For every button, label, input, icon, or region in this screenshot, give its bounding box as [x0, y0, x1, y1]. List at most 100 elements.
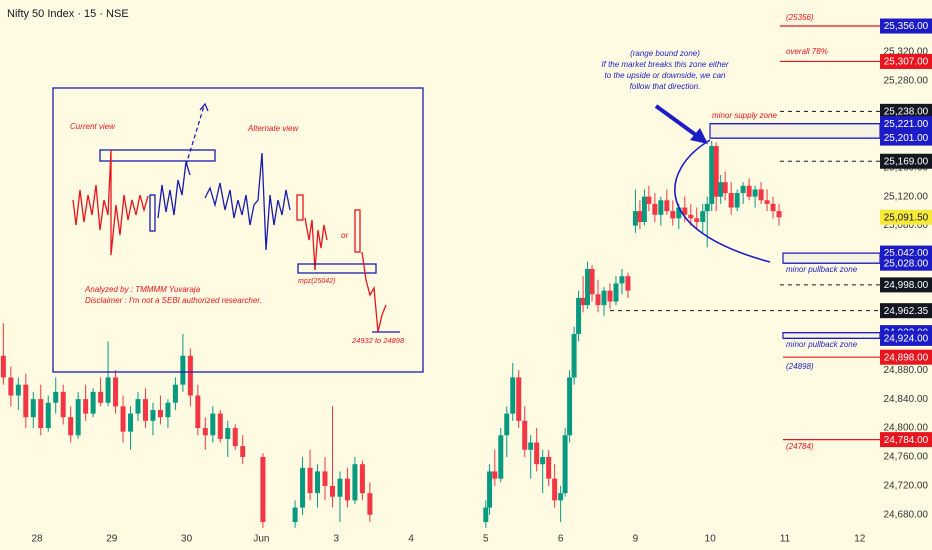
price-levels: 25,356.00 25,307.00 25,238.00 25,221.00 25,2… [610, 18, 932, 448]
price-label: 25,307.00 [884, 57, 929, 68]
candle-body [60, 391, 66, 418]
price-label: 25,091.50 [884, 212, 929, 223]
candle-body [75, 399, 81, 436]
range-arrow-head [690, 128, 708, 144]
price-label-box [880, 277, 932, 293]
candle-body [8, 377, 14, 396]
candle-body [157, 409, 163, 418]
candle-body [658, 200, 664, 215]
candle-body [120, 406, 126, 432]
candle-body [601, 290, 607, 306]
y-tick-label: 25,280.00 [884, 76, 929, 87]
zone-box [99, 149, 216, 162]
candle-body [322, 471, 328, 486]
candle-body [142, 399, 148, 421]
candle-body [546, 456, 552, 479]
price-label: 24,998.00 [884, 280, 929, 291]
candle-body [552, 478, 558, 501]
candle-body [135, 399, 141, 414]
candle-body [300, 467, 306, 508]
candle-body [83, 399, 89, 414]
candle-body [722, 182, 728, 194]
candle-body [232, 428, 238, 447]
y-tick-label: 24,720.00 [884, 481, 929, 492]
candle-body [704, 203, 710, 212]
candle-body [225, 428, 231, 439]
candle-body [746, 185, 752, 197]
x-tick-label: 6 [558, 534, 564, 545]
candle-body [676, 207, 682, 219]
candle-body [700, 211, 706, 222]
candle-body [240, 446, 246, 457]
sketch-line [361, 251, 387, 333]
price-label-box [880, 18, 932, 34]
price-label-box [880, 116, 932, 132]
zone [782, 332, 881, 339]
candle-body [352, 464, 358, 501]
price-label: 25,221.00 [884, 119, 929, 130]
candle-body [718, 182, 724, 197]
candle-body [688, 214, 694, 219]
note-line: to the upside or downside, we can [605, 71, 727, 80]
candle-body [510, 377, 516, 414]
candle-body [576, 297, 582, 335]
target-label: 24932 to 24898 [351, 336, 405, 345]
price-label: 25,169.00 [884, 156, 929, 167]
candle-body [98, 391, 104, 403]
candle-body [728, 193, 734, 208]
candle-body [540, 456, 546, 465]
candle-body [0, 355, 6, 378]
sketch-box [354, 209, 361, 253]
inset-notes: Current view Alternate view Analyzed by … [70, 122, 405, 345]
candle-body [307, 467, 313, 494]
candle-body [619, 276, 625, 284]
x-tick-label: 10 [705, 534, 717, 545]
candle-body [359, 464, 365, 494]
price-label: 25,238.00 [884, 106, 929, 117]
price-label-box [880, 303, 932, 319]
y-tick-label: 25,120.00 [884, 191, 929, 202]
price-label: 25,042.00 [884, 248, 929, 259]
price-label-box [880, 255, 932, 271]
candle-body [528, 442, 534, 450]
candle-body [15, 384, 21, 396]
candle-body [195, 395, 201, 429]
candle-body [713, 146, 719, 197]
disclaimer: Disclaimer : I'm not a SEBI authorized r… [85, 296, 262, 305]
candle-body [709, 146, 715, 204]
candle-body [522, 420, 528, 450]
price-label: 24,784.00 [884, 435, 929, 446]
price-label: 24,962.35 [884, 306, 929, 317]
x-tick-label: 4 [408, 534, 414, 545]
candle-body [113, 377, 119, 407]
candle-body [498, 435, 504, 479]
y-tick-label: 24,760.00 [884, 452, 929, 463]
level-note: (25356) [786, 13, 814, 22]
range-note: (range bound zone) If the market breaks … [601, 49, 729, 91]
candle-body [670, 211, 676, 219]
x-tick-label: 28 [31, 534, 43, 545]
sketch-arrow [199, 102, 209, 112]
price-label-box [880, 153, 932, 169]
y-tick-label: 25,080.00 [884, 220, 929, 231]
candle-body [567, 377, 573, 436]
x-tick-label: 11 [780, 534, 791, 545]
y-tick-label: 24,800.00 [884, 423, 929, 434]
candle-body [68, 417, 74, 436]
candle-body [585, 268, 591, 306]
sketch-arrow [185, 105, 205, 166]
candle-body [337, 478, 343, 497]
candle-body [646, 196, 652, 204]
mpz-box [297, 263, 377, 274]
price-label: 25,028.00 [884, 258, 929, 269]
candle-body [558, 493, 564, 501]
candle-body [38, 399, 44, 429]
candle-body [315, 471, 321, 494]
candle-body [128, 413, 134, 432]
x-tick-label: 9 [633, 534, 639, 545]
candle-body [367, 493, 373, 515]
price-label-box [880, 209, 932, 225]
candle-body [504, 413, 510, 436]
candle-body [165, 402, 171, 418]
